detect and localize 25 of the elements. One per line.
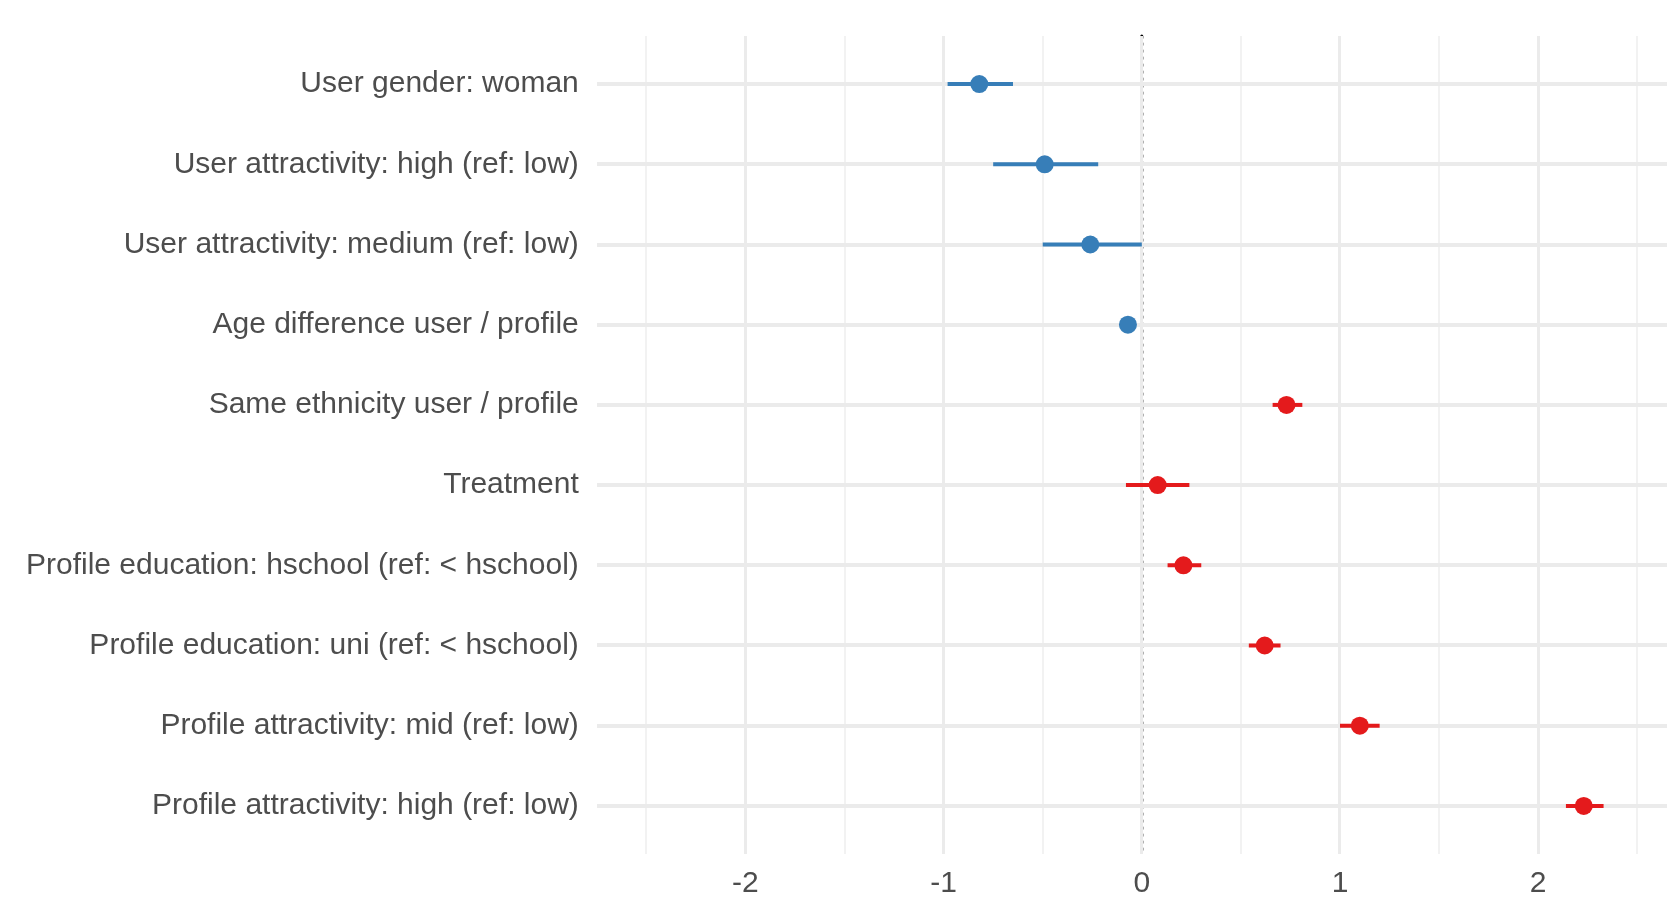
y-tick-label: Profile attractivity: high (ref: low) bbox=[152, 787, 579, 821]
y-tick-label: Profile education: hschool (ref: < hschool) bbox=[25, 546, 579, 580]
y-tick-label: Profile education: uni (ref: < hschool) bbox=[89, 626, 579, 660]
y-tick-label: Treatment bbox=[443, 466, 580, 500]
y-tick-label: User gender: woman bbox=[300, 65, 579, 99]
x-tick-label: 0 bbox=[1133, 865, 1151, 899]
x-tick-label: -1 bbox=[930, 865, 957, 899]
y-tick-label: Same ethnicity user / profile bbox=[208, 386, 579, 420]
point bbox=[1350, 716, 1369, 735]
x-tick-label: -2 bbox=[732, 865, 759, 899]
point bbox=[1035, 155, 1054, 174]
y-tick-label: User attractivity: high (ref: low) bbox=[173, 145, 579, 179]
point bbox=[1255, 636, 1274, 655]
point bbox=[1277, 395, 1296, 414]
point bbox=[1574, 796, 1593, 815]
point bbox=[1118, 315, 1137, 334]
y-tick-label: Age difference user / profile bbox=[212, 305, 579, 339]
point bbox=[1148, 476, 1167, 495]
x-tick-label: 2 bbox=[1529, 865, 1547, 899]
point bbox=[1174, 556, 1193, 575]
y-tick-label: User attractivity: medium (ref: low) bbox=[123, 225, 579, 259]
point bbox=[1081, 235, 1100, 254]
y-tick-label: Profile attractivity: mid (ref: low) bbox=[160, 706, 579, 740]
point bbox=[970, 75, 989, 94]
x-tick-label: 1 bbox=[1331, 865, 1349, 899]
